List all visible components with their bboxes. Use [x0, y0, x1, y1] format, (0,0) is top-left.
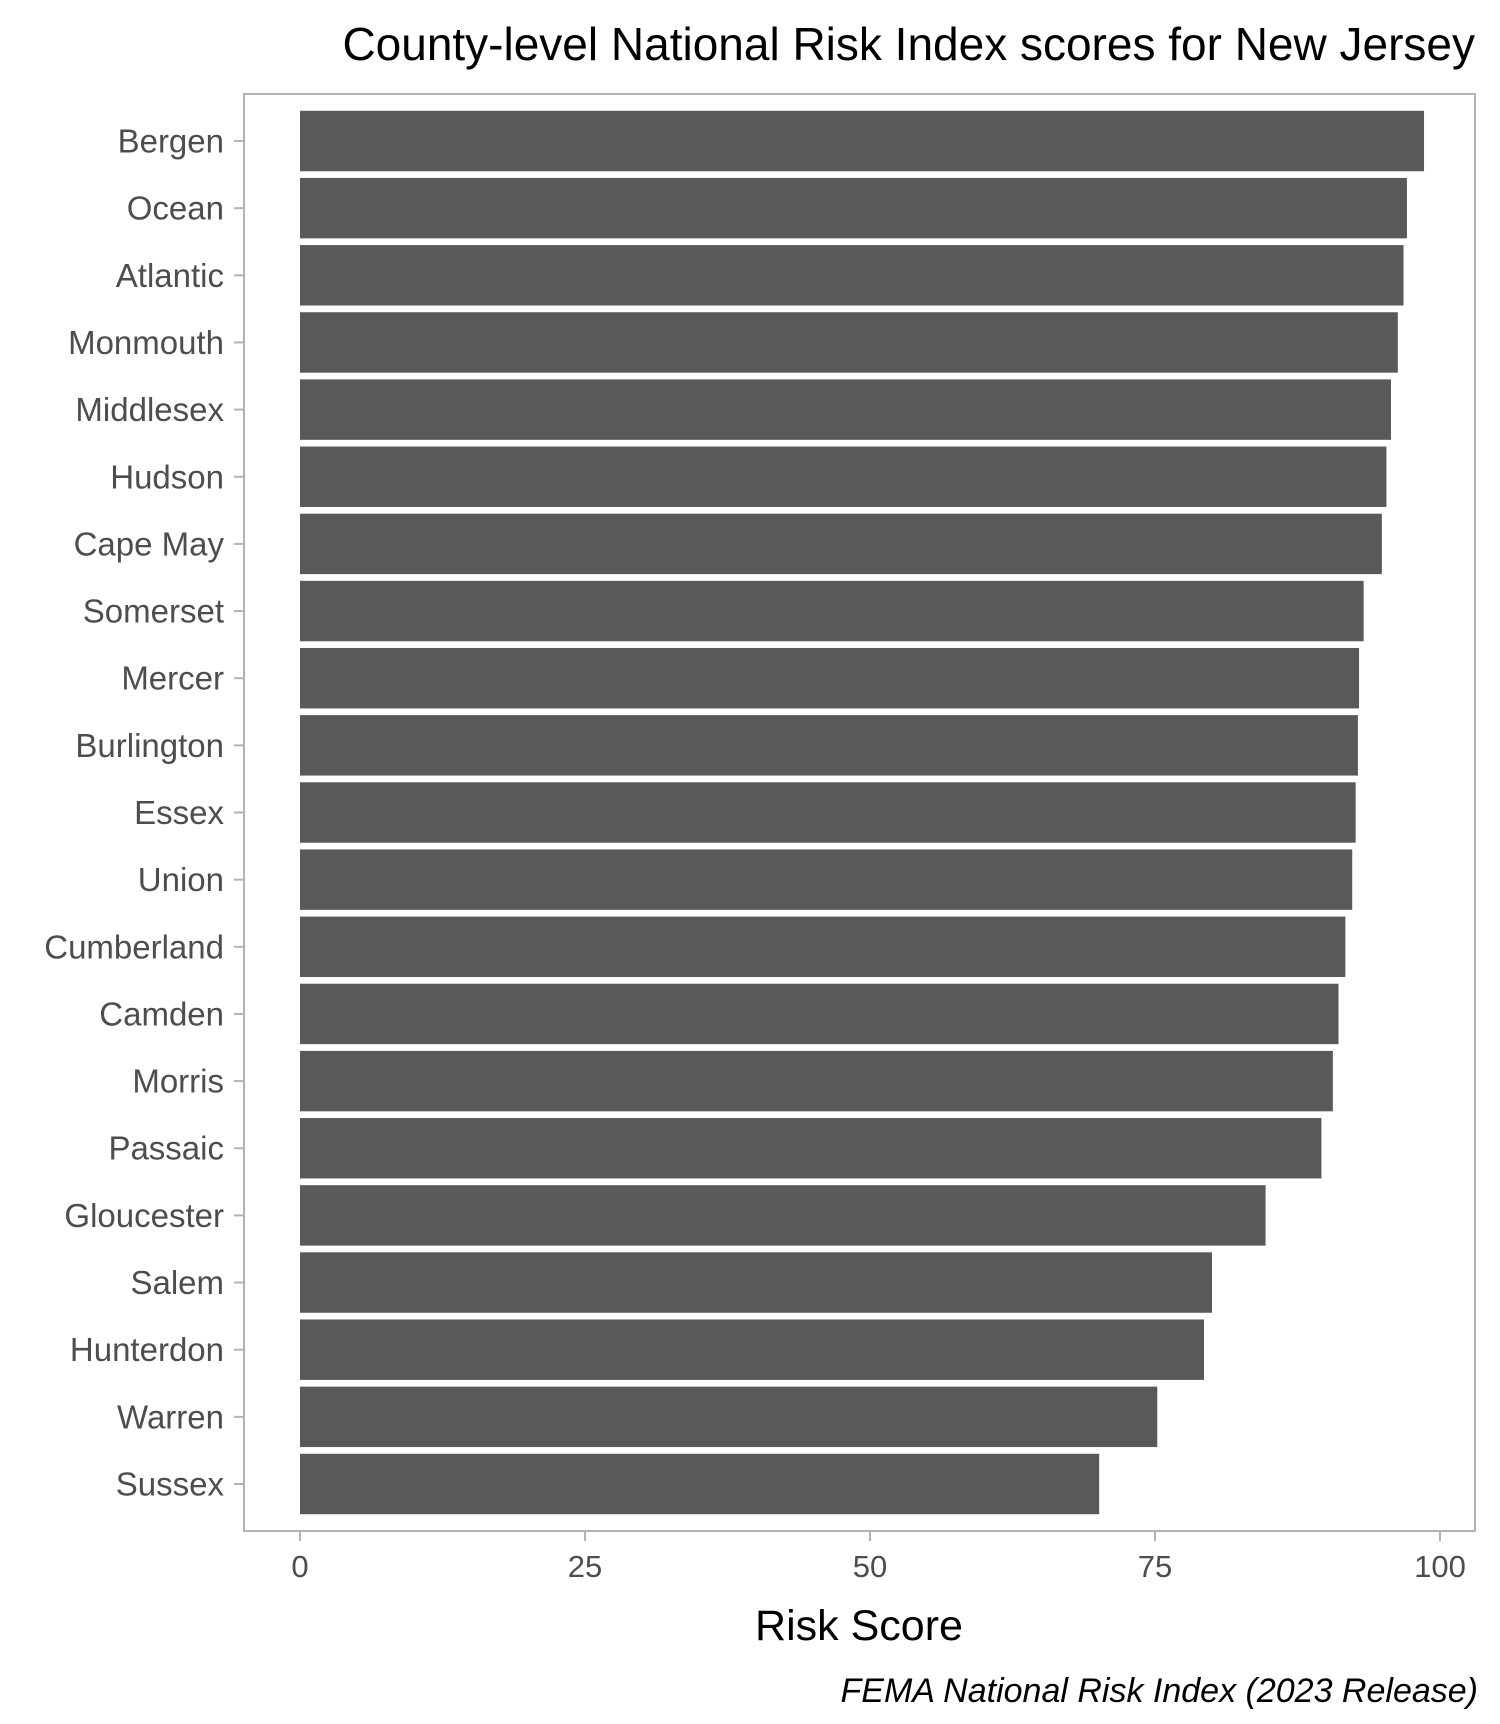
bar-ocean: [300, 177, 1407, 239]
x-tick-label: 50: [853, 1549, 887, 1584]
bar-salem: [300, 1252, 1212, 1313]
y-tick-label: Atlantic: [116, 257, 224, 294]
y-tick-label: Warren: [117, 1398, 224, 1435]
chart-title: County-level National Risk Index scores …: [342, 18, 1475, 70]
y-tick-label: Mercer: [121, 660, 224, 697]
bar-hudson: [300, 446, 1387, 507]
bar-bergen: [300, 110, 1425, 172]
bar-somerset: [300, 580, 1364, 642]
bar-middlesex: [300, 379, 1391, 440]
y-tick-label: Bergen: [118, 123, 224, 160]
bar-sussex: [300, 1453, 1100, 1515]
y-tick-label: Ocean: [127, 190, 224, 227]
bar-cumberland: [300, 916, 1346, 978]
x-tick-label: 25: [568, 1549, 602, 1584]
y-tick-label: Gloucester: [64, 1197, 224, 1234]
y-tick-label: Monmouth: [68, 324, 224, 361]
x-tick-label: 75: [1138, 1549, 1172, 1584]
bar-passaic: [300, 1118, 1322, 1179]
bar-atlantic: [300, 245, 1404, 306]
y-tick-label: Morris: [132, 1063, 224, 1100]
y-tick-label: Hudson: [110, 458, 224, 495]
bar-gloucester: [300, 1185, 1266, 1246]
bars-group: [300, 110, 1425, 1515]
y-tick-label: Essex: [134, 794, 224, 831]
x-axis: 0 25 50 75 100: [291, 1531, 1466, 1584]
x-axis-title: Risk Score: [755, 1602, 963, 1650]
y-tick-label: Camden: [99, 995, 224, 1032]
y-tick-label: Passaic: [108, 1130, 224, 1167]
bar-burlington: [300, 715, 1358, 776]
y-tick-label: Sussex: [116, 1465, 225, 1502]
bar-morris: [300, 1050, 1333, 1112]
x-tick-label: 0: [291, 1549, 308, 1584]
y-tick-label: Somerset: [83, 593, 224, 630]
y-tick-label: Salem: [130, 1264, 224, 1301]
y-axis: Bergen Ocean Atlantic Monmouth Middlesex Huds…: [44, 123, 244, 1502]
y-tick-label: Cape May: [74, 525, 225, 562]
bar-union: [300, 849, 1353, 910]
y-tick-label: Union: [138, 861, 224, 898]
bar-hunterdon: [300, 1319, 1205, 1380]
bar-essex: [300, 782, 1356, 843]
bar-monmouth: [300, 312, 1398, 373]
chart-caption: FEMA National Risk Index (2023 Release): [841, 1672, 1478, 1710]
bar-mercer: [300, 647, 1360, 709]
y-tick-label: Cumberland: [44, 928, 224, 965]
y-tick-label: Burlington: [75, 727, 224, 764]
bar-camden: [300, 983, 1339, 1045]
y-tick-label: Middlesex: [75, 391, 224, 428]
bar-cape-may: [300, 513, 1382, 575]
bar-warren: [300, 1386, 1158, 1448]
x-tick-label: 100: [1414, 1549, 1466, 1584]
y-tick-label: Hunterdon: [70, 1331, 224, 1368]
